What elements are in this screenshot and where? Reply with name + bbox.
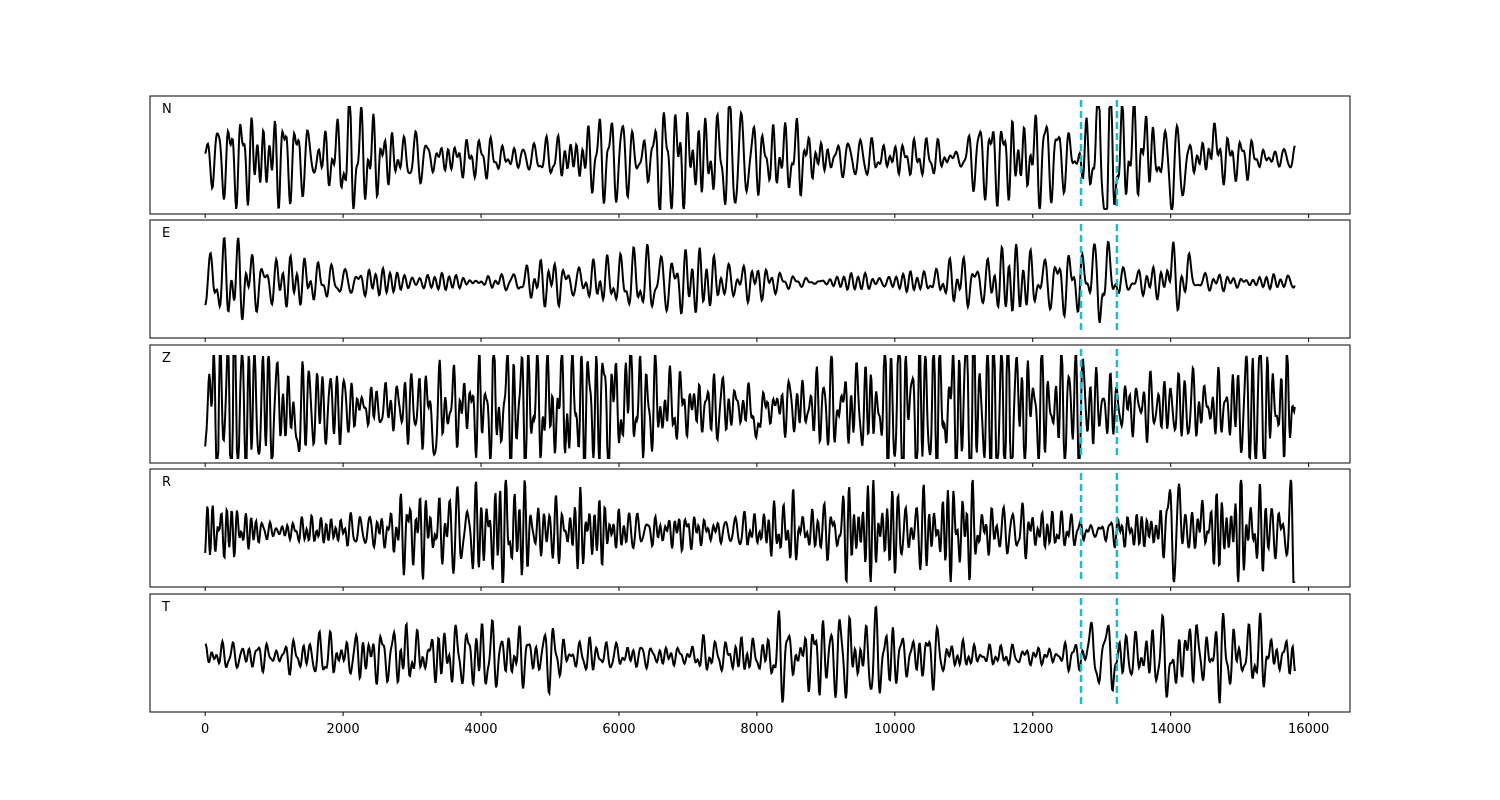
panel-t: T xyxy=(149,593,1351,716)
panel-label: T xyxy=(161,600,170,615)
x-axis: 0 2000 4000 6000 8000 10000 12000 14000 16000 xyxy=(201,722,1329,737)
x-tick-label: 10000 xyxy=(874,722,915,737)
x-tick-label: 16000 xyxy=(1288,722,1329,737)
panel-z: Z xyxy=(149,344,1351,467)
panel-label: R xyxy=(162,475,171,490)
x-tick-label: 2000 xyxy=(327,722,360,737)
panel-n: N xyxy=(149,95,1351,218)
panel-label: E xyxy=(162,226,170,241)
x-tick-label: 12000 xyxy=(1012,722,1053,737)
panel-label: N xyxy=(162,102,172,117)
x-tick-label: 8000 xyxy=(740,722,773,737)
x-tick-label: 6000 xyxy=(602,722,635,737)
trace-line-z xyxy=(204,355,1296,461)
trace-line-r xyxy=(204,479,1296,584)
trace-line-n xyxy=(204,106,1296,210)
panel-e: E xyxy=(149,219,1351,342)
panel-frame xyxy=(149,593,1351,713)
panel-label: Z xyxy=(162,351,171,366)
x-tick-label: 0 xyxy=(201,722,209,737)
trace-panels: N E Z R T xyxy=(149,95,1351,716)
x-tick-label: 14000 xyxy=(1150,722,1191,737)
trace-line-t xyxy=(204,605,1296,704)
trace-line-e xyxy=(204,236,1296,323)
panel-r: R xyxy=(149,468,1351,591)
x-tick-label: 4000 xyxy=(464,722,497,737)
